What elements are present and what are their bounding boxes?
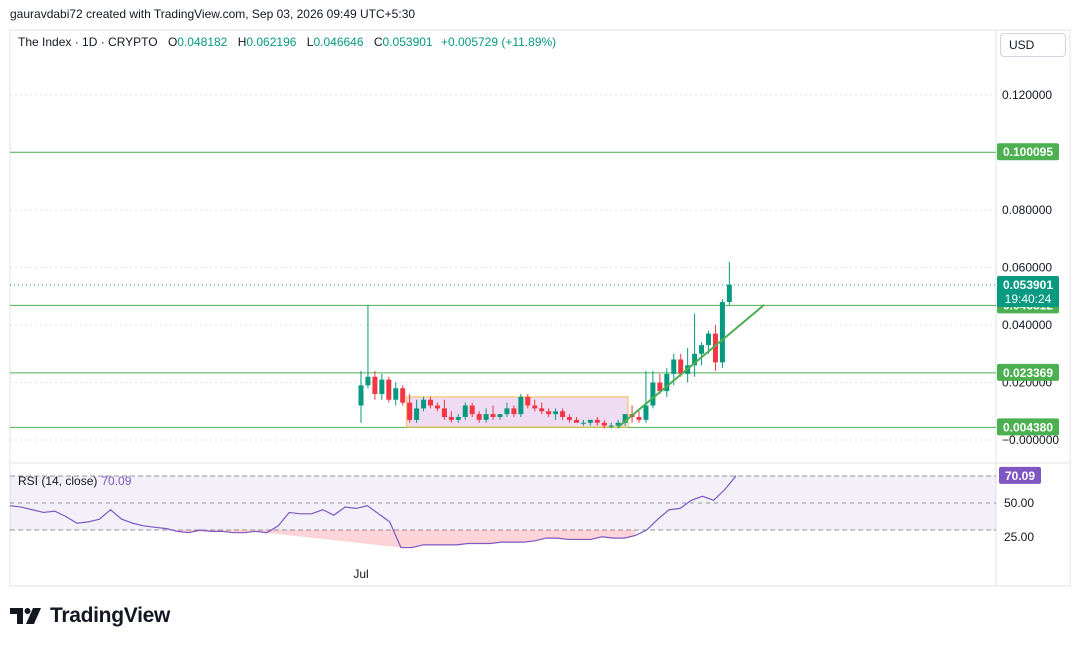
candle-body xyxy=(622,414,628,423)
rsi-band xyxy=(10,476,996,530)
open-value: 0.048182 xyxy=(177,35,228,49)
candle-body xyxy=(567,417,572,420)
candle-body xyxy=(699,345,705,354)
last-price-tag xyxy=(997,276,1059,308)
rsi-title: RSI (14, close) xyxy=(18,474,98,488)
level-price-label: 0.004380 xyxy=(1003,420,1053,434)
candle-body xyxy=(400,388,406,403)
low-value: 0.046646 xyxy=(313,35,364,49)
rsi-tick-label: 50.00 xyxy=(1004,496,1034,510)
candle-body xyxy=(511,408,517,415)
candle-body xyxy=(636,417,642,420)
candle-body xyxy=(441,408,447,417)
candle-body xyxy=(539,408,545,412)
candle-body xyxy=(671,359,677,374)
candle-body xyxy=(608,425,614,427)
y-tick-label: 0.040000 xyxy=(1002,318,1052,332)
x-tick-label: Jul xyxy=(353,567,368,581)
candle-body xyxy=(664,373,670,392)
trendline xyxy=(617,304,765,428)
candle-body xyxy=(455,417,461,420)
rsi-tick-label: 25.00 xyxy=(1004,530,1034,544)
candle-body xyxy=(518,396,524,415)
candle-body xyxy=(379,379,385,394)
level-price-tag xyxy=(997,418,1059,436)
candle-body xyxy=(580,422,586,424)
candle-body xyxy=(594,419,600,423)
candle-body xyxy=(448,417,454,420)
candle-body xyxy=(650,382,656,406)
candle-body xyxy=(657,382,663,392)
rsi-current-value: 70.09 xyxy=(101,474,132,488)
chart-attribution: gauravdabi72 created with TradingView.co… xyxy=(10,7,416,21)
candle-body xyxy=(393,388,399,400)
candle-body xyxy=(372,376,378,394)
y-tick-label: −0.000000 xyxy=(1002,433,1059,447)
tradingview-logo-icon xyxy=(10,608,41,624)
candle-body xyxy=(532,405,538,409)
tradingview-wordmark: TradingView xyxy=(50,604,171,627)
level-price-label: 0.100095 xyxy=(1003,145,1053,159)
low-label: L xyxy=(306,35,314,49)
candle-body xyxy=(407,402,413,420)
candle-body xyxy=(386,379,392,400)
candle-body xyxy=(504,408,510,415)
candle-body xyxy=(462,405,468,417)
candle-body xyxy=(712,333,718,363)
candle-body xyxy=(643,405,649,420)
candle-body xyxy=(525,396,531,406)
candle-body xyxy=(497,414,503,417)
bar-countdown-label: 19:40:24 xyxy=(1005,292,1052,306)
level-price-tag xyxy=(997,143,1059,161)
ohlc-legend: The Index · 1D · CRYPTO O0.048182 H0.062… xyxy=(18,35,556,49)
y-tick-label: 0.120000 xyxy=(1002,88,1052,102)
level-price-label: 0.023369 xyxy=(1003,366,1053,380)
candle-body xyxy=(678,359,684,374)
candle-body xyxy=(434,405,440,409)
candle-body xyxy=(546,411,552,415)
chart-frame xyxy=(9,29,1071,587)
candle-body xyxy=(573,419,579,423)
y-tick-label: 0.060000 xyxy=(1002,261,1052,275)
candle-body xyxy=(615,422,621,426)
candle-body xyxy=(706,333,711,346)
candle-body xyxy=(365,376,371,386)
high-label: H xyxy=(237,35,247,49)
rsi-oversold-fill xyxy=(177,530,636,548)
close-label: C xyxy=(373,35,383,49)
candle-body xyxy=(601,422,607,426)
rsi-value-tag xyxy=(999,466,1041,484)
candle-body xyxy=(483,414,489,420)
tradingview-logo: TradingView xyxy=(10,604,170,628)
candle-body xyxy=(469,405,475,415)
candle-body xyxy=(719,302,725,363)
rsi-legend[interactable]: RSI (14, close) 70.09 xyxy=(18,474,131,488)
y-tick-label: 0.080000 xyxy=(1002,203,1052,217)
candle-body xyxy=(587,419,593,423)
candle-body xyxy=(428,399,433,406)
candle-body xyxy=(726,284,732,302)
candle-body xyxy=(553,411,559,415)
symbol-info[interactable]: The Index · 1D · CRYPTO xyxy=(18,35,158,49)
candle-body xyxy=(490,414,496,417)
level-price-tag xyxy=(997,363,1059,381)
change-value: +0.005729 (+11.89%) xyxy=(440,35,557,49)
currency-button[interactable]: USD xyxy=(1000,33,1066,57)
close-value: 0.053901 xyxy=(382,35,433,49)
last-price-label: 0.053901 xyxy=(1003,278,1053,292)
candle-body xyxy=(358,385,364,406)
open-label: O xyxy=(167,35,178,49)
candle-body xyxy=(560,411,566,417)
rsi-line xyxy=(9,475,737,549)
candle-body xyxy=(476,414,482,420)
candle-body xyxy=(692,353,698,366)
rsi-value-label: 70.09 xyxy=(1005,469,1035,483)
candle-body xyxy=(414,408,420,420)
candle-body xyxy=(421,399,427,409)
high-value: 0.062196 xyxy=(246,35,297,49)
